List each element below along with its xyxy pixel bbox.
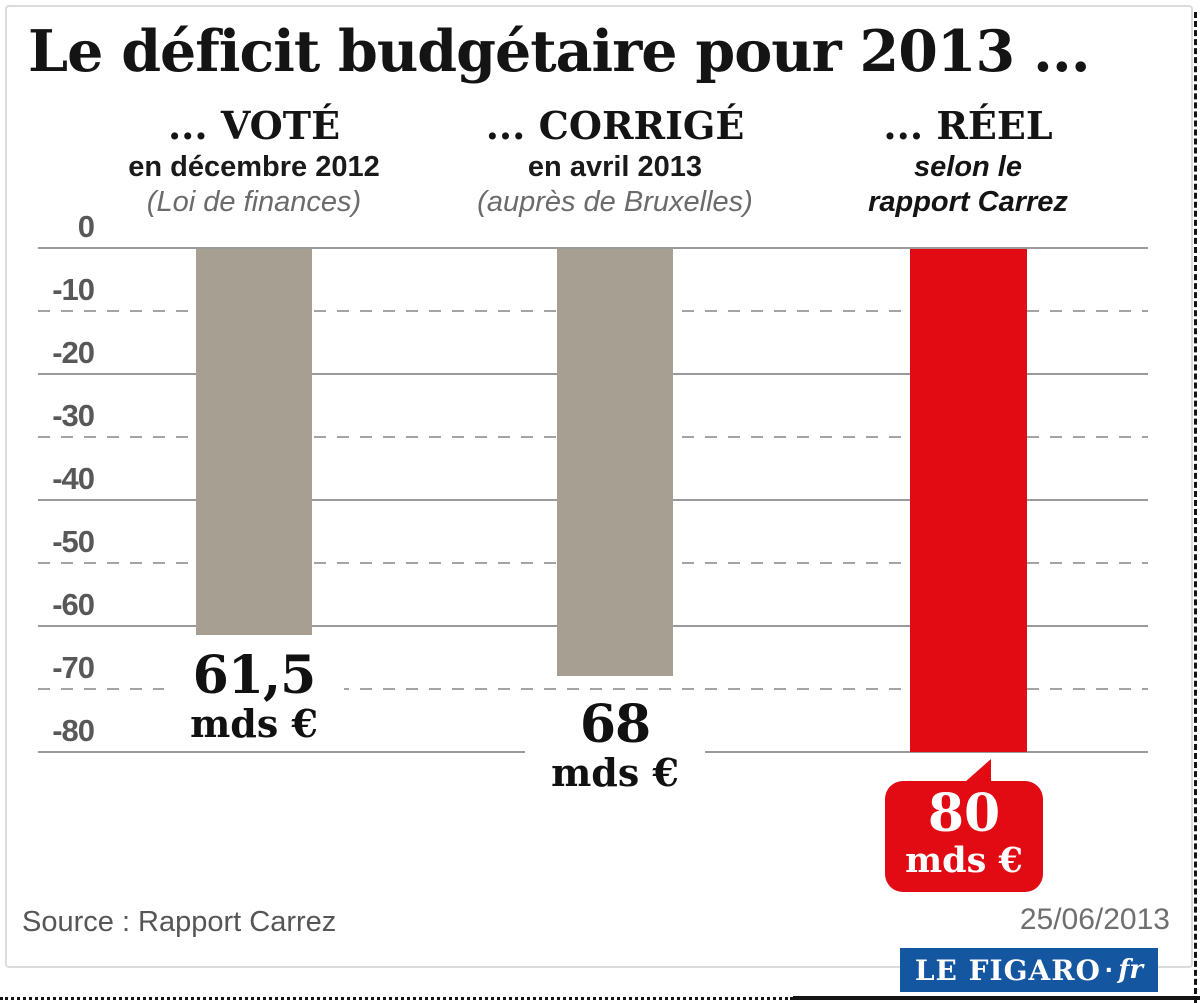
bar-reel-80 (910, 249, 1027, 752)
column-heading: ... RÉEL (883, 103, 1053, 148)
value-label-corrige: 68 mds € (525, 697, 705, 793)
column-header-reel: ... RÉEL selon le rapport Carrez (795, 104, 1141, 219)
value-unit: mds € (551, 750, 679, 795)
value-label-vote: 61,5 mds € (164, 648, 344, 744)
y-tick-40: -40 (52, 461, 95, 496)
logo-text: LE FIGARO (914, 953, 1101, 987)
column-subtitle: selon le (914, 151, 1022, 183)
source-credit: Source : Rapport Carrez (22, 906, 337, 938)
selection-marquee-right (1194, 12, 1197, 1003)
value-unit: mds € (905, 840, 1023, 881)
column-note: rapport Carrez (868, 186, 1068, 218)
column-heading: ... VOTÉ (167, 103, 341, 148)
y-tick-80: -80 (52, 713, 95, 748)
gridline-0 (38, 247, 1148, 249)
y-tick-70: -70 (52, 650, 95, 685)
bottom-black-bar (793, 996, 1200, 1000)
logo-suffix: fr (1118, 955, 1144, 985)
column-subtitle: en décembre 2012 (128, 151, 380, 183)
y-tick-60: -60 (52, 587, 95, 622)
logo-dot: · (1104, 954, 1115, 985)
y-tick-10: -10 (52, 272, 95, 307)
y-tick-30: -30 (52, 398, 95, 433)
column-note: (Loi de finances) (146, 186, 362, 218)
column-subtitle: en avril 2013 (527, 151, 703, 183)
bar-corrige-68 (557, 249, 673, 676)
value-amount: 80 (927, 783, 1001, 844)
column-heading: ... CORRIGÉ (485, 103, 745, 148)
lefigaro-logo: LE FIGARO · fr (900, 948, 1158, 992)
value-amount: 61,5 (192, 645, 317, 706)
value-unit: mds € (190, 701, 318, 746)
value-amount: 68 (579, 694, 651, 755)
y-tick-20: -20 (52, 335, 95, 370)
bar-vote-61-5 (196, 249, 312, 635)
y-tick-0: 0 (77, 209, 95, 244)
chart-title: Le déficit budgétaire pour 2013 ... (28, 18, 1091, 85)
publication-date: 25/06/2013 (1019, 903, 1170, 936)
gridline-70 (38, 688, 1148, 690)
column-header-corrige: ... CORRIGÉ en avril 2013 (auprès de Bru… (440, 104, 790, 219)
column-note: (auprès de Bruxelles) (477, 186, 753, 218)
selection-marquee-bottom (0, 997, 793, 1000)
y-tick-50: -50 (52, 524, 95, 559)
value-bubble-reel: 80 mds € (885, 759, 1043, 892)
bubble-pointer (965, 759, 991, 782)
column-header-vote: ... VOTÉ en décembre 2012 (Loi de financ… (104, 104, 404, 219)
